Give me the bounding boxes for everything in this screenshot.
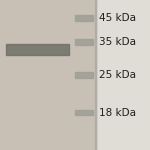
Text: 35 kDa: 35 kDa: [99, 37, 136, 47]
Bar: [75, 72, 93, 78]
Bar: [0, 0, 96, 150]
Bar: [75, 15, 93, 21]
Text: 45 kDa: 45 kDa: [99, 13, 136, 23]
Text: 25 kDa: 25 kDa: [99, 70, 136, 80]
Bar: [6, 44, 69, 55]
Text: 18 kDa: 18 kDa: [99, 108, 136, 117]
Bar: [75, 39, 93, 45]
Bar: [95, 0, 96, 150]
Bar: [75, 110, 93, 115]
